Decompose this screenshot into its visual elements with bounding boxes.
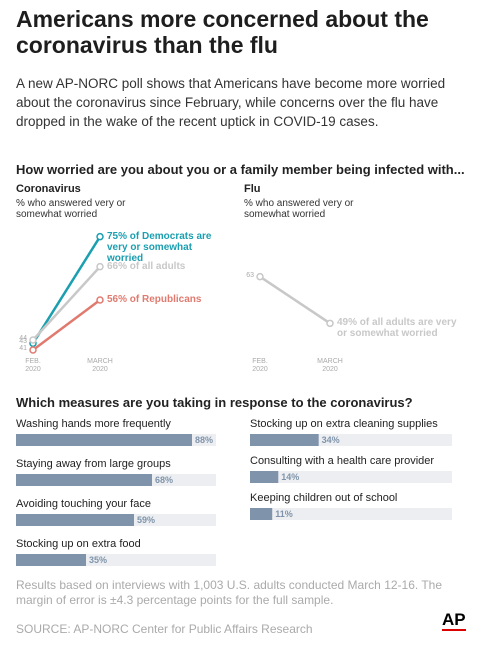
bar: [250, 434, 319, 446]
point: [256, 272, 264, 281]
value-label: 44: [19, 335, 27, 342]
point: [96, 232, 104, 241]
bar: [16, 474, 152, 486]
value-label: 56% of Republicans: [107, 294, 202, 305]
bar: [16, 554, 86, 566]
chart-title: Flu: [244, 183, 261, 195]
value-label: 68%: [155, 475, 174, 485]
bar: [250, 508, 273, 520]
value-label: 43: [19, 338, 27, 346]
value-label: 35%: [89, 555, 108, 565]
bar-label: Stocking up on extra cleaning supplies: [250, 418, 438, 430]
point: [96, 296, 104, 304]
value-label: 41: [19, 345, 27, 352]
x-tick-label: FEB. 2020: [252, 358, 268, 373]
bar-track: [250, 508, 452, 520]
x-tick-label: MARCH 2020: [87, 358, 113, 373]
value-label: 14%: [281, 472, 300, 482]
footnote: Results based on interviews with 1,003 U…: [16, 578, 443, 607]
point: [29, 346, 37, 354]
value-label: 59%: [137, 515, 156, 525]
line: [31, 236, 102, 344]
bar: [16, 514, 134, 526]
section-heading: How worried are you about you or a famil…: [16, 162, 465, 177]
line: [32, 265, 101, 341]
value-label: 75% of Democrats are very or somewhat wo…: [107, 230, 212, 264]
chart-subtitle: % who answered very or somewhat worried: [244, 198, 354, 220]
bar-label: Staying away from large groups: [16, 458, 171, 470]
bar-label: Stocking up on extra food: [16, 538, 141, 550]
logo: AP: [442, 610, 466, 631]
value-label: 88%: [195, 435, 214, 445]
subtitle: A new AP-NORC poll shows that Americans …: [16, 76, 446, 129]
point: [326, 319, 334, 328]
value-label: 11%: [275, 509, 293, 519]
point: [96, 262, 104, 271]
chart-title: Coronavirus: [16, 183, 81, 195]
value-label: 34%: [321, 435, 340, 445]
x-tick-label: MARCH 2020: [317, 358, 343, 373]
line: [259, 275, 331, 325]
value-label: 66% of all adults: [107, 260, 186, 272]
value-label: 49% of all adults are very or somewhat w…: [337, 317, 457, 340]
bar-label: Consulting with a health care provider: [250, 455, 435, 467]
bar: [16, 434, 192, 446]
point: [29, 336, 37, 344]
bar-label: Keeping children out of school: [250, 492, 398, 504]
section-heading: Which measures are you taking in respons…: [16, 395, 413, 410]
chart-subtitle: % who answered very or somewhat worried: [16, 198, 126, 220]
title: Americans more concerned about the coron…: [16, 6, 429, 58]
bar-label: Avoiding touching your face: [16, 498, 151, 510]
value-label: 63: [246, 271, 254, 279]
bar-track: [250, 471, 452, 483]
x-tick-label: FEB. 2020: [25, 358, 41, 373]
source: SOURCE: AP-NORC Center for Public Affair…: [16, 622, 313, 636]
line: [32, 298, 101, 352]
bar: [250, 471, 279, 483]
bar-label: Washing hands more frequently: [16, 418, 171, 430]
